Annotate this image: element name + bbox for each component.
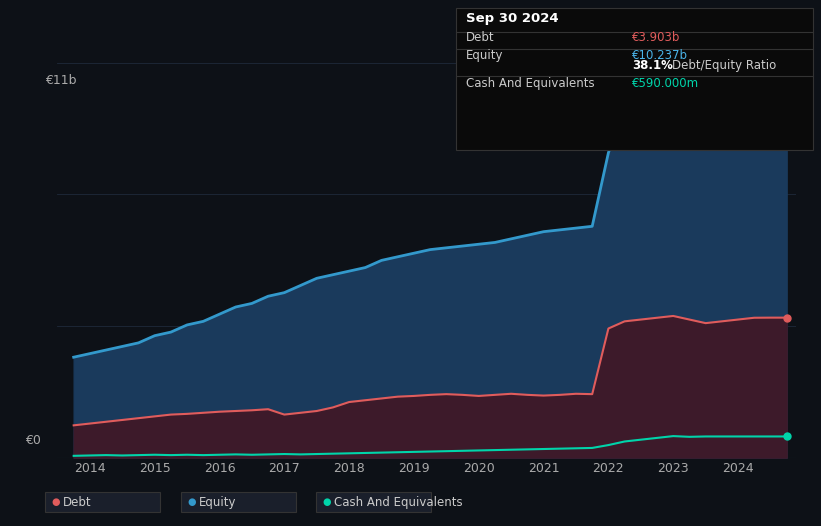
Text: 38.1%: 38.1% bbox=[632, 59, 673, 73]
Text: €0: €0 bbox=[25, 434, 40, 448]
Text: ●: ● bbox=[187, 497, 195, 508]
Text: Debt: Debt bbox=[466, 31, 494, 44]
Text: Equity: Equity bbox=[466, 49, 503, 62]
Text: ●: ● bbox=[52, 497, 60, 508]
Text: Debt: Debt bbox=[63, 496, 92, 509]
Text: €3.903b: €3.903b bbox=[632, 31, 681, 44]
Text: €590.000m: €590.000m bbox=[632, 77, 699, 90]
Text: Cash And Equivalents: Cash And Equivalents bbox=[334, 496, 463, 509]
Text: €10.237b: €10.237b bbox=[632, 49, 688, 62]
Text: ●: ● bbox=[323, 497, 331, 508]
Text: €11b: €11b bbox=[45, 74, 76, 87]
Text: Cash And Equivalents: Cash And Equivalents bbox=[466, 77, 594, 90]
Text: Sep 30 2024: Sep 30 2024 bbox=[466, 12, 558, 25]
Text: Equity: Equity bbox=[199, 496, 236, 509]
Text: Debt/Equity Ratio: Debt/Equity Ratio bbox=[672, 59, 776, 73]
